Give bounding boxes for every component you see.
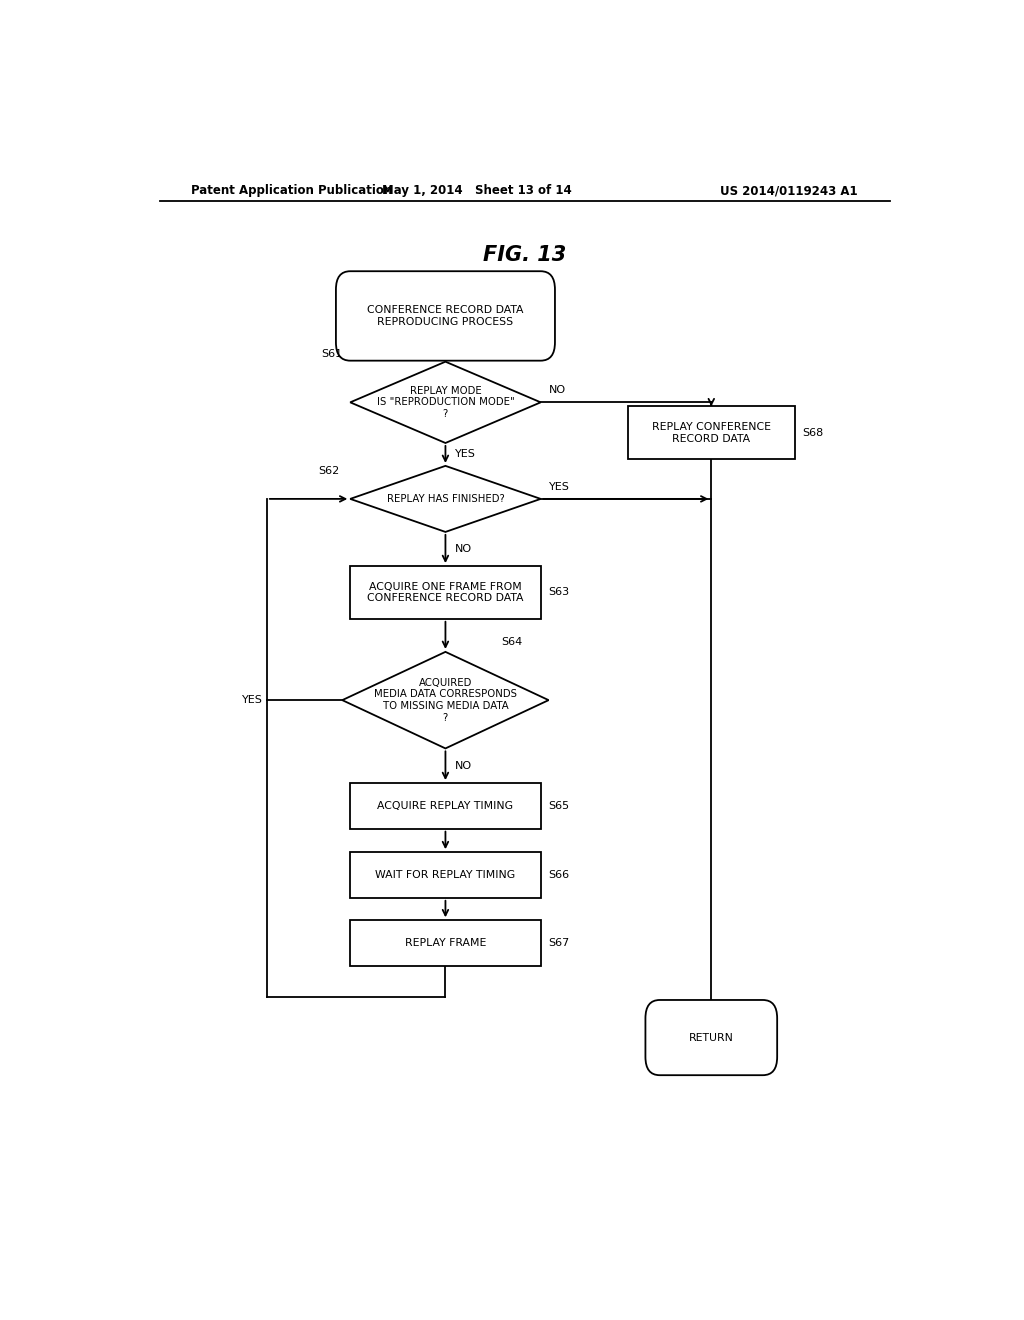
Text: REPLAY FRAME: REPLAY FRAME [404,939,486,948]
Text: YES: YES [242,696,263,705]
Bar [350,853,541,898]
Text: NO: NO [549,385,565,395]
Text: ACQUIRE ONE FRAME FROM
CONFERENCE RECORD DATA: ACQUIRE ONE FRAME FROM CONFERENCE RECORD… [368,582,523,603]
Polygon shape [342,652,549,748]
Text: US 2014/0119243 A1: US 2014/0119243 A1 [721,185,858,198]
Text: S67: S67 [549,939,570,948]
Text: ACQUIRED
MEDIA DATA CORRESPONDS
TO MISSING MEDIA DATA
?: ACQUIRED MEDIA DATA CORRESPONDS TO MISSI… [374,677,517,722]
Text: CONFERENCE RECORD DATA
REPRODUCING PROCESS: CONFERENCE RECORD DATA REPRODUCING PROCE… [368,305,523,327]
Text: S63: S63 [549,587,569,598]
Text: S66: S66 [549,870,569,880]
Text: REPLAY HAS FINISHED?: REPLAY HAS FINISHED? [387,494,504,504]
Polygon shape [350,362,541,444]
Bar [350,920,541,966]
Bar [350,783,541,829]
Text: REPLAY MODE
IS "REPRODUCTION MODE"
?: REPLAY MODE IS "REPRODUCTION MODE" ? [377,385,514,418]
Bar [628,407,795,459]
Text: YES: YES [549,482,569,491]
Text: REPLAY CONFERENCE
RECORD DATA: REPLAY CONFERENCE RECORD DATA [652,422,771,444]
Text: NO: NO [455,760,472,771]
Text: S62: S62 [318,466,340,477]
Text: S68: S68 [803,428,824,438]
Text: S61: S61 [322,348,342,359]
FancyBboxPatch shape [645,1001,777,1076]
Polygon shape [350,466,541,532]
Text: Patent Application Publication: Patent Application Publication [191,185,393,198]
Bar [350,566,541,619]
Text: WAIT FOR REPLAY TIMING: WAIT FOR REPLAY TIMING [376,870,515,880]
FancyBboxPatch shape [336,271,555,360]
Text: S65: S65 [549,801,569,810]
Text: S64: S64 [501,636,522,647]
Text: NO: NO [455,544,472,554]
Text: YES: YES [455,449,476,459]
Text: May 1, 2014   Sheet 13 of 14: May 1, 2014 Sheet 13 of 14 [382,185,572,198]
Text: FIG. 13: FIG. 13 [483,246,566,265]
Text: RETURN: RETURN [689,1032,734,1043]
Text: ACQUIRE REPLAY TIMING: ACQUIRE REPLAY TIMING [378,801,513,810]
